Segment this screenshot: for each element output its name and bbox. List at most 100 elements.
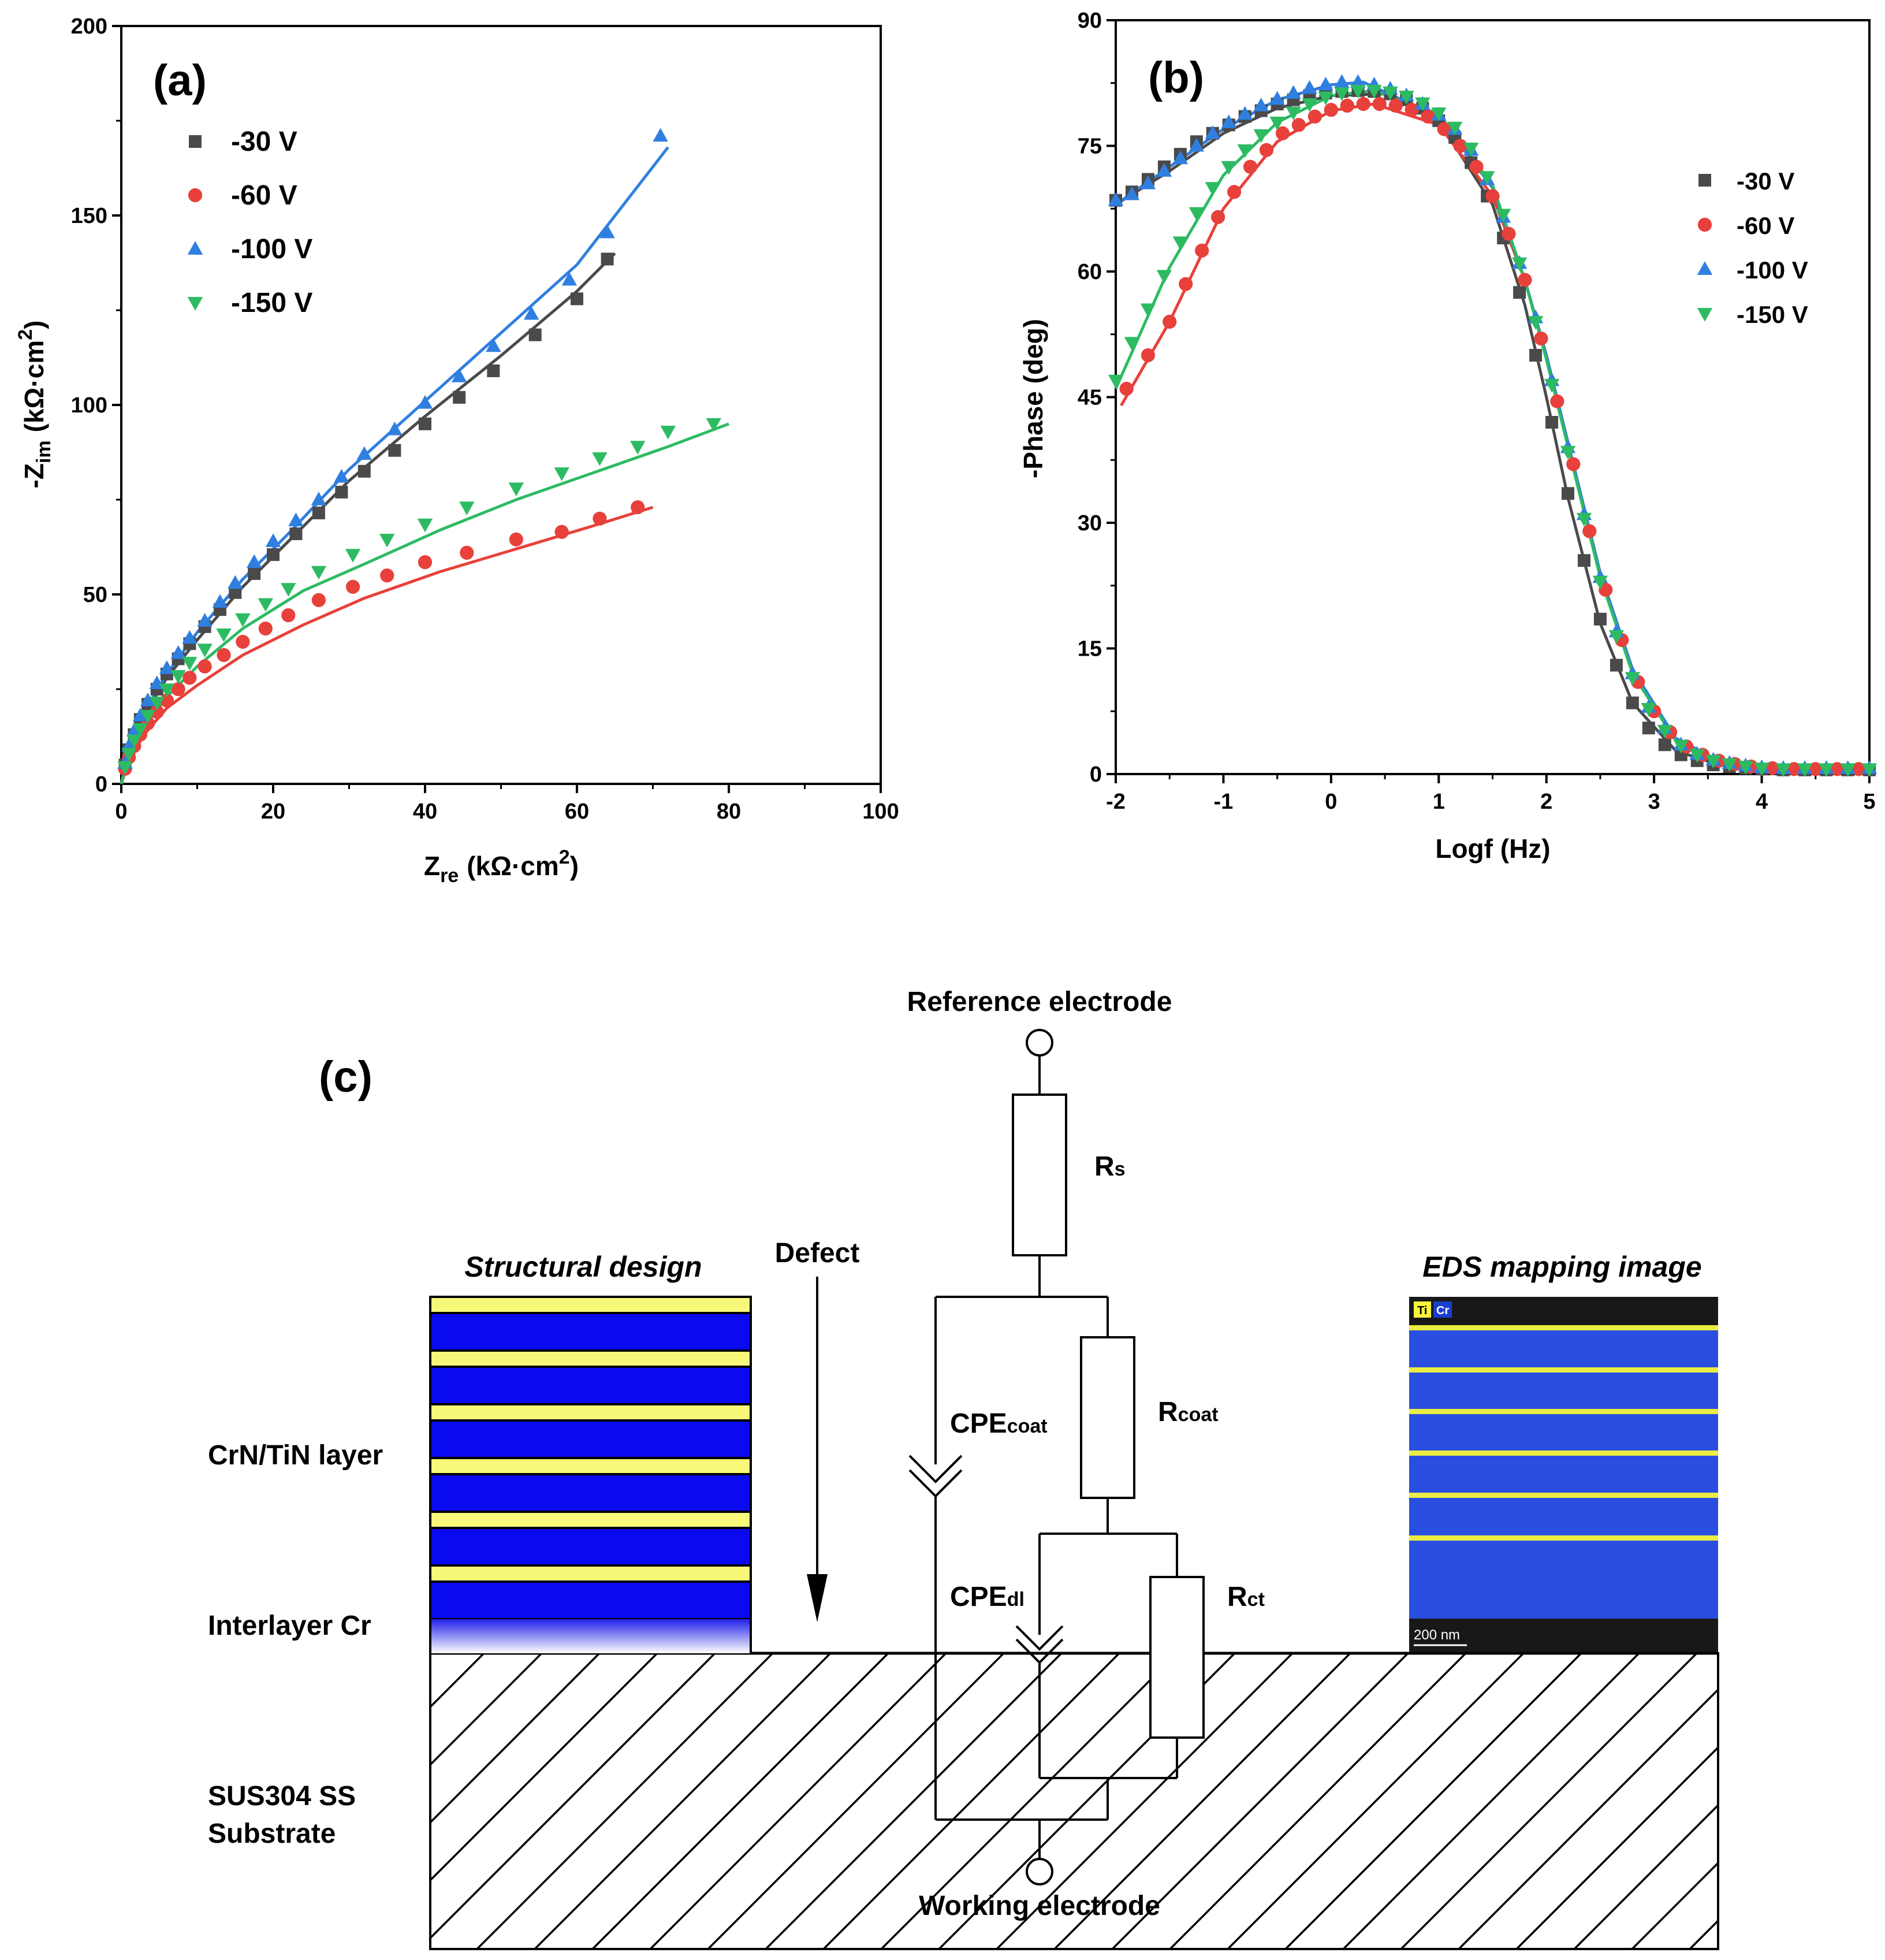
data-point: [1205, 182, 1220, 196]
coating-schematic: (c) Structural design CrN/TiN layer Inte…: [208, 987, 1719, 1950]
data-point: [149, 697, 165, 711]
tin-layer: [429, 1511, 752, 1529]
data-point: [571, 292, 583, 306]
panel-b-label: (b): [1148, 53, 1204, 102]
data-point: [1237, 106, 1253, 120]
data-point: [1626, 696, 1639, 709]
data-point: [311, 566, 327, 580]
data-point: [1318, 91, 1333, 106]
data-point: [258, 621, 273, 636]
data-point: [281, 583, 296, 597]
rct-resistor: [1149, 1576, 1205, 1739]
working-electrode-label: Working electrode: [919, 1891, 1160, 1921]
structural-design-title: Structural design: [464, 1251, 702, 1283]
data-point: [1469, 159, 1484, 174]
rs-label: Rs: [1094, 1151, 1126, 1182]
data-point: [357, 464, 371, 478]
x-tick-label: -2: [1106, 790, 1126, 814]
x-tick-label: 3: [1648, 790, 1660, 814]
data-point: [1119, 381, 1134, 396]
eds-bottom-band: [1409, 1619, 1718, 1652]
data-point: [1534, 331, 1548, 346]
data-point: [1610, 659, 1623, 672]
tin-layer: [429, 1296, 752, 1314]
data-point: [509, 532, 523, 546]
x-tick-label: 100: [862, 799, 899, 824]
crn-layer: [429, 1312, 752, 1352]
y-tick-label: 15: [1078, 637, 1102, 661]
data-point: [1124, 337, 1140, 351]
chart-b-ylabel: -Phase (deg): [1018, 319, 1048, 478]
data-point: [528, 328, 542, 341]
data-point: [1437, 122, 1451, 136]
eds-ti-line: [1409, 1493, 1718, 1498]
eds-background: [1409, 1297, 1718, 1652]
data-point: [1405, 103, 1419, 117]
data-point: [593, 511, 607, 526]
cpecoat-label: CPEcoat: [950, 1408, 1048, 1439]
data-point: [1211, 210, 1225, 224]
substrate-block: [429, 1652, 1719, 1950]
data-point: [418, 555, 433, 570]
data-point: [1108, 374, 1124, 389]
data-point: [1334, 87, 1350, 101]
data-point: [1852, 762, 1866, 776]
interlayer-cr: [430, 1619, 751, 1653]
eds-ti-line: [1409, 1535, 1718, 1541]
chart-a-fit-lines: [120, 146, 729, 784]
data-point: [459, 501, 475, 515]
data-point: [1269, 117, 1285, 131]
data-point: [140, 692, 156, 706]
data-point: [460, 545, 474, 560]
interlayer-cr-label: Interlayer Cr: [208, 1611, 371, 1641]
data-point: [417, 518, 433, 533]
x-tick-label: 2: [1540, 790, 1552, 814]
reference-electrode-label: Reference electrode: [907, 987, 1172, 1017]
chart-a-markers: [117, 128, 721, 776]
data-point: [486, 338, 501, 352]
data-point: [1356, 96, 1370, 111]
data-point: [1819, 763, 1834, 778]
data-point: [1738, 761, 1753, 775]
working-electrode-terminal: [1026, 1858, 1053, 1885]
data-point: [1172, 236, 1189, 250]
legend-label: -60 V: [1737, 212, 1794, 239]
data-point: [1705, 754, 1721, 769]
eds-mapping-image: Ti Cr 200 nm: [1409, 1297, 1718, 1652]
data-point: [451, 369, 467, 382]
data-point: [1388, 98, 1403, 113]
data-point: [1485, 189, 1500, 203]
x-tick-label: 4: [1756, 790, 1768, 814]
data-point: [1544, 378, 1560, 393]
data-point: [592, 452, 608, 466]
data-point: [1124, 186, 1140, 200]
data-point: [1334, 74, 1350, 88]
data-point: [1562, 487, 1574, 500]
data-point: [1608, 630, 1625, 644]
y-tick-label: 90: [1078, 9, 1102, 33]
data-point: [1518, 273, 1532, 287]
equivalent-circuit: [908, 1029, 1205, 1885]
data-point: [228, 575, 243, 589]
data-point: [1502, 226, 1516, 241]
legend-marker: [1697, 308, 1713, 322]
data-point: [335, 485, 348, 499]
data-point: [1576, 512, 1592, 527]
data-point: [132, 723, 148, 737]
data-point: [1582, 524, 1597, 538]
cpedl-label: CPEdl: [950, 1582, 1025, 1612]
legend-marker: [187, 297, 203, 311]
legend-marker: [1697, 217, 1712, 232]
y-tick-label: 50: [83, 583, 107, 607]
data-point: [1808, 762, 1823, 776]
data-point: [311, 593, 326, 607]
defect-arrow-head: [807, 1574, 828, 1622]
legend-marker: [187, 241, 203, 255]
data-point: [1625, 672, 1641, 686]
legend-label: -30 V: [231, 127, 297, 157]
data-point: [1205, 125, 1220, 139]
data-point: [150, 705, 164, 719]
eds-ti-legend: Ti: [1417, 1304, 1427, 1317]
data-point: [198, 659, 212, 674]
